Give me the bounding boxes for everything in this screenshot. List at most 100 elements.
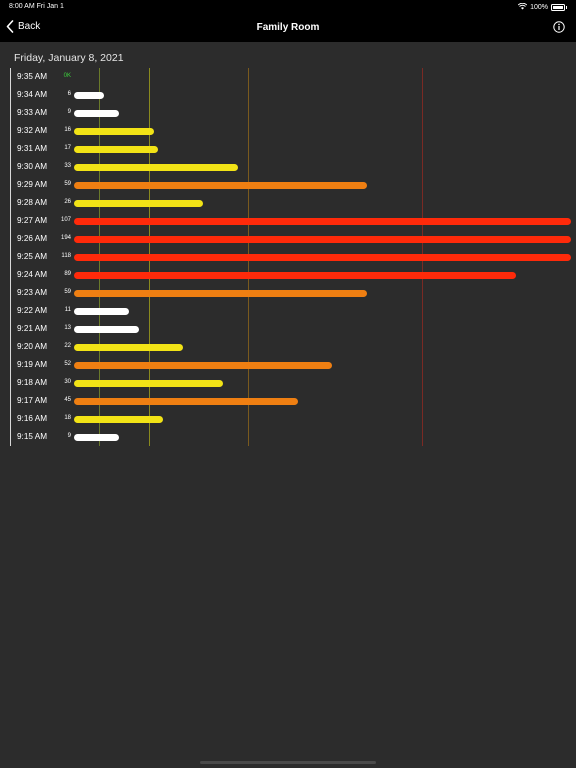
reading-row[interactable]: 9:17 AM 45 (0, 392, 576, 410)
reading-row[interactable]: 9:18 AM 30 (0, 374, 576, 392)
reading-bar (74, 235, 571, 243)
reading-time: 9:29 AM (17, 180, 48, 189)
reading-value: 45 (64, 397, 71, 403)
reading-value: 89 (64, 271, 71, 277)
wifi-icon (517, 2, 528, 12)
reading-row[interactable]: 9:24 AM 89 (0, 266, 576, 284)
reading-row[interactable]: 9:21 AM 13 (0, 320, 576, 338)
reading-time: 9:32 AM (17, 126, 48, 135)
reading-row[interactable]: 9:32 AM 16 (0, 122, 576, 140)
reading-value: 30 (64, 379, 71, 385)
reading-value: 18 (64, 415, 71, 421)
reading-time: 9:15 AM (17, 432, 48, 441)
reading-bar (74, 199, 204, 207)
reading-value: 13 (64, 325, 71, 331)
reading-time: 9:31 AM (17, 144, 48, 153)
reading-bar (74, 433, 119, 441)
reading-time: 9:22 AM (17, 306, 48, 315)
back-label: Back (18, 21, 41, 32)
reading-value: 11 (64, 307, 71, 313)
navigation-bar: Back Family Room (0, 14, 576, 42)
reading-row[interactable]: 9:26 AM 194 (0, 230, 576, 248)
reading-time: 9:23 AM (17, 288, 48, 297)
reading-row[interactable]: 9:27 AM 107 (0, 212, 576, 230)
reading-row[interactable]: 9:25 AM 118 (0, 248, 576, 266)
reading-bar (74, 217, 571, 225)
reading-bar (74, 253, 571, 261)
reading-bar (74, 145, 159, 153)
reading-value: 59 (64, 289, 71, 295)
reading-value: 17 (64, 145, 71, 151)
reading-row[interactable]: 9:22 AM 11 (0, 302, 576, 320)
reading-value: 6 (67, 91, 71, 97)
reading-value: 0K (63, 73, 71, 79)
battery-icon (551, 4, 565, 11)
info-button[interactable] (553, 21, 565, 33)
reading-bar (74, 181, 368, 189)
status-time-date: 8:00 AM Fri Jan 1 (9, 3, 64, 10)
reading-row[interactable]: 9:28 AM 26 (0, 194, 576, 212)
reading-time: 9:21 AM (17, 324, 48, 333)
home-indicator[interactable] (200, 761, 376, 764)
info-icon (553, 21, 565, 33)
battery-tip (566, 6, 567, 9)
reading-bar (74, 307, 129, 315)
reading-row[interactable]: 9:35 AM 0K (0, 68, 576, 86)
reading-value: 52 (64, 361, 71, 367)
reading-time: 9:27 AM (17, 216, 48, 225)
reading-value: 16 (64, 127, 71, 133)
reading-value: 9 (67, 433, 71, 439)
reading-value: 194 (60, 235, 71, 241)
reading-row[interactable]: 9:29 AM 59 (0, 176, 576, 194)
reading-value: 118 (61, 253, 71, 259)
reading-bar (74, 397, 298, 405)
reading-row[interactable]: 9:23 AM 59 (0, 284, 576, 302)
reading-bar (74, 109, 119, 117)
reading-bar (74, 289, 368, 297)
reading-value: 9 (67, 109, 71, 115)
reading-row[interactable]: 9:19 AM 52 (0, 356, 576, 374)
reading-bar (74, 91, 104, 99)
reading-row[interactable]: 9:31 AM 17 (0, 140, 576, 158)
reading-time: 9:19 AM (17, 360, 48, 369)
reading-time: 9:25 AM (17, 252, 48, 261)
reading-time: 9:18 AM (17, 378, 48, 387)
reading-time: 9:34 AM (17, 90, 48, 99)
reading-time: 9:28 AM (17, 198, 48, 207)
timeline-axis-line (10, 68, 11, 446)
status-right-group: 100% (517, 2, 567, 12)
reading-time: 9:33 AM (17, 108, 48, 117)
date-header: Friday, January 8, 2021 (14, 52, 124, 64)
reading-value: 107 (60, 217, 71, 223)
reading-time: 9:24 AM (17, 270, 48, 279)
reading-bar (74, 361, 333, 369)
reading-row[interactable]: 9:16 AM 18 (0, 410, 576, 428)
reading-row[interactable]: 9:33 AM 9 (0, 104, 576, 122)
reading-value: 59 (64, 181, 71, 187)
reading-bar (74, 271, 517, 279)
reading-row[interactable]: 9:20 AM 22 (0, 338, 576, 356)
battery-percent: 100% (530, 4, 548, 11)
reading-bar (74, 379, 224, 387)
reading-bar (74, 343, 184, 351)
reading-time: 9:26 AM (17, 234, 48, 243)
reading-bar (74, 415, 164, 423)
status-bar: 8:00 AM Fri Jan 1 100% (0, 0, 576, 14)
reading-bar (74, 163, 238, 171)
reading-row[interactable]: 9:15 AM 9 (0, 428, 576, 446)
reading-time: 9:17 AM (17, 396, 48, 405)
reading-value: 22 (64, 343, 71, 349)
page-title: Family Room (256, 22, 320, 33)
reading-time: 9:30 AM (17, 162, 48, 171)
reading-row[interactable]: 9:30 AM 33 (0, 158, 576, 176)
reading-value: 33 (64, 163, 71, 169)
reading-row[interactable]: 9:34 AM 6 (0, 86, 576, 104)
reading-time: 9:35 AM (17, 72, 48, 81)
reading-bar (74, 127, 154, 135)
reading-time: 9:16 AM (17, 414, 48, 423)
chevron-left-icon (6, 20, 14, 33)
reading-value: 26 (64, 199, 71, 205)
reading-time: 9:20 AM (17, 342, 48, 351)
reading-bar (74, 325, 139, 333)
back-button[interactable]: Back (6, 20, 40, 33)
